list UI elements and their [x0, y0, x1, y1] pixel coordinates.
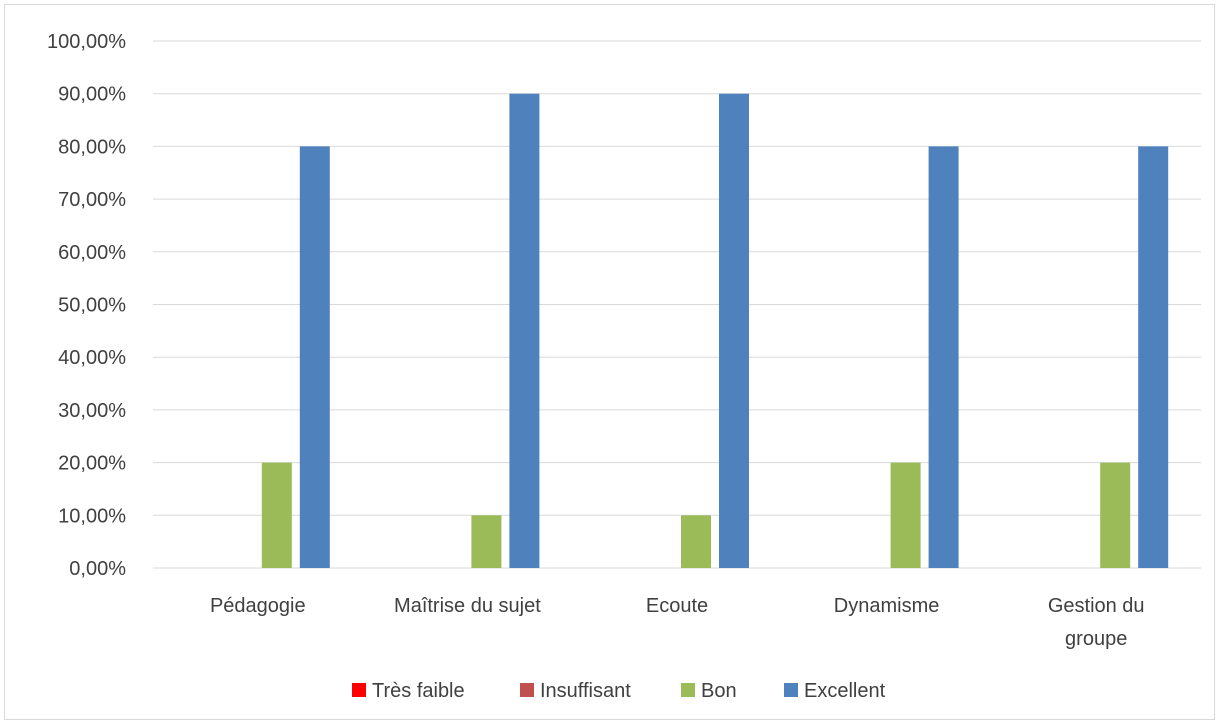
x-tick-label-line: groupe — [1065, 628, 1127, 650]
y-tick-label: 100,00% — [47, 31, 126, 53]
legend-label: Bon — [701, 680, 737, 702]
y-axis-tick-labels: 0,00% 10,00% 20,00% 30,00% 40,00% 50,00% 60,00… — [47, 31, 126, 580]
legend-label: Excellent — [804, 680, 886, 702]
x-tick-label-line: Dynamisme — [834, 595, 940, 617]
x-tick-label: Gestion du groupe — [1048, 595, 1145, 650]
bar — [1100, 462, 1131, 568]
bars — [261, 93, 1169, 568]
legend-swatch — [681, 683, 695, 697]
legend-swatch — [352, 683, 366, 697]
legend-label: Très faible — [372, 680, 465, 702]
x-axis-category-labels: Pédagogie Maîtrise du sujet Ecoute Dynamism… — [210, 595, 1145, 650]
y-tick-label: 90,00% — [58, 84, 126, 106]
x-tick-label: Ecoute — [646, 595, 708, 617]
y-tick-label: 20,00% — [58, 453, 126, 475]
bar — [890, 462, 921, 568]
legend-swatch — [784, 683, 798, 697]
bar — [509, 93, 540, 568]
y-tick-label: 10,00% — [58, 505, 126, 527]
legend-swatch — [520, 683, 534, 697]
bar — [681, 515, 711, 568]
y-tick-label: 70,00% — [58, 189, 126, 211]
chart-frame — [4, 4, 1215, 720]
y-tick-label: 0,00% — [69, 558, 126, 580]
x-tick-label: Maîtrise du sujet — [394, 595, 541, 617]
y-tick-label: 50,00% — [58, 295, 126, 317]
x-tick-label-line: Pédagogie — [210, 595, 306, 617]
bar — [471, 515, 502, 568]
x-tick-label-line: Ecoute — [646, 595, 708, 617]
x-tick-label: Dynamisme — [834, 595, 940, 617]
y-tick-label: 80,00% — [58, 136, 126, 158]
x-tick-label: Pédagogie — [210, 595, 306, 617]
y-tick-label: 60,00% — [58, 242, 126, 264]
bar — [261, 462, 292, 568]
legend: Très faible Insuffisant Bon Excellent — [352, 680, 886, 702]
x-tick-label-line: Maîtrise du sujet — [394, 595, 541, 617]
bar — [719, 93, 749, 568]
y-tick-label: 40,00% — [58, 347, 126, 369]
bar — [928, 146, 959, 568]
y-tick-label: 30,00% — [58, 400, 126, 422]
bar — [299, 146, 330, 568]
legend-label: Insuffisant — [540, 680, 631, 702]
x-tick-label-line: Gestion du — [1048, 595, 1145, 617]
bar — [1138, 146, 1169, 568]
